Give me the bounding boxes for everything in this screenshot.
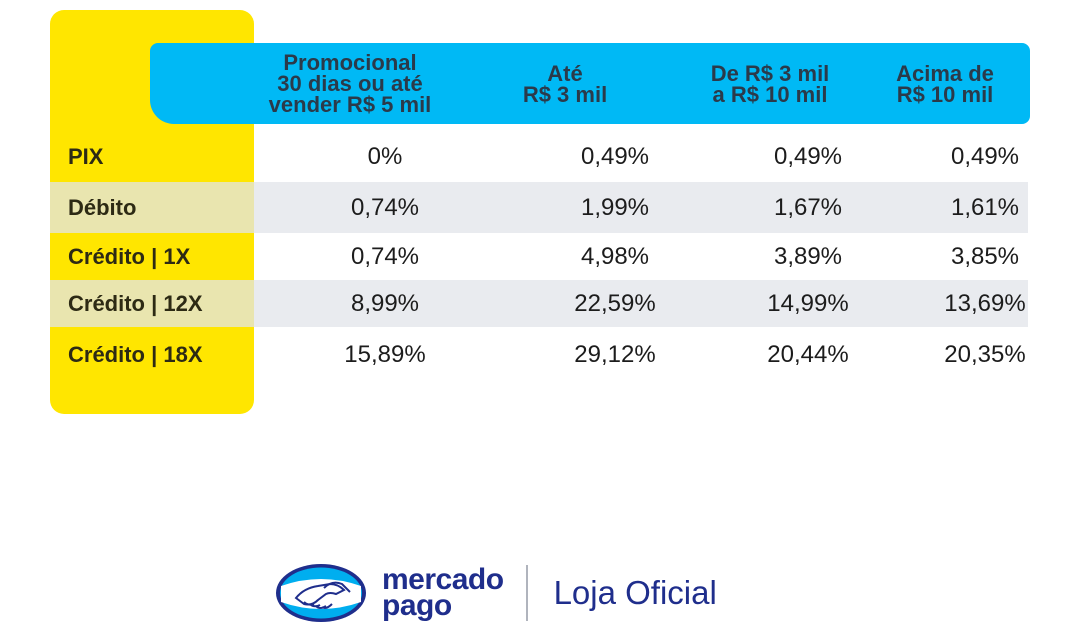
rate-value: 8,99%: [350, 289, 420, 317]
column-header-line: Acima de: [896, 60, 994, 86]
row-label: Crédito | 12X: [68, 290, 203, 316]
table-row-pix: PIX 0% 0,49% 0,49% 0,49%: [50, 132, 1028, 182]
table-row-debito: Débito 0,74% 1,99% 1,67% 1,61%: [50, 182, 1028, 233]
rate-value: 20,44%: [767, 341, 849, 368]
column-header-ate-3-mil: Até R$ 3 mil: [465, 43, 665, 124]
brand-line: pago: [382, 589, 452, 622]
brand-name: mercado pago: [382, 563, 504, 622]
rate-value: 0,74%: [350, 242, 420, 270]
rate-value: 1,99%: [580, 193, 650, 221]
rate-value: 1,67%: [773, 193, 843, 221]
column-header-line: R$ 10 mil: [896, 81, 994, 107]
rate-value: 20,35%: [944, 341, 1026, 368]
column-header-line: De R$ 3 mil: [710, 60, 830, 86]
rate-value: 0,49%: [773, 143, 843, 170]
rate-value: 0,74%: [350, 193, 420, 221]
rate-value: 0%: [367, 143, 403, 170]
mercado-pago-logo: mercado pago Loja Oficial: [274, 560, 717, 626]
row-label: Crédito | 1X: [68, 243, 191, 269]
column-header-line: a R$ 10 mil: [712, 81, 828, 107]
rate-value: 3,85%: [950, 242, 1020, 270]
rate-value: 29,12%: [574, 341, 656, 368]
rate-value: 1,61%: [950, 193, 1020, 221]
column-header-line: vender R$ 5 mil: [268, 92, 432, 117]
row-label: PIX: [68, 144, 104, 169]
column-header-bar: Promocional 30 dias ou até vender R$ 5 m…: [150, 43, 1030, 124]
rate-value: 22,59%: [574, 289, 656, 317]
brand-line: mercado: [382, 563, 504, 596]
rate-value: 0,49%: [580, 143, 650, 170]
rate-value: 0,49%: [950, 143, 1020, 170]
column-header-line: 30 dias ou até: [277, 71, 423, 96]
table-row-credito-18x: Crédito | 18X 15,89% 29,12% 20,44% 20,35…: [50, 330, 1028, 380]
rate-value: 13,69%: [944, 289, 1026, 317]
row-label: Débito: [68, 194, 137, 220]
column-header-line: R$ 3 mil: [522, 81, 608, 107]
store-label: Loja Oficial: [553, 574, 717, 611]
column-header-promocional: Promocional 30 dias ou até vender R$ 5 m…: [245, 43, 455, 124]
column-header-3-a-10-mil: De R$ 3 mil a R$ 10 mil: [670, 43, 870, 124]
column-header-line: Promocional: [283, 50, 417, 75]
table-row-credito-1x: Crédito | 1X 0,74% 4,98% 3,89% 3,85%: [50, 233, 1028, 280]
table-row-credito-12x: Crédito | 12X 8,99% 22,59% 14,99% 13,69%: [50, 280, 1028, 327]
rate-value: 15,89%: [344, 341, 426, 368]
handshake-icon: [276, 564, 366, 622]
row-label: Crédito | 18X: [68, 342, 203, 367]
rate-value: 4,98%: [580, 242, 650, 270]
column-header-line: Até: [547, 60, 583, 86]
column-header-acima-10-mil: Acima de R$ 10 mil: [845, 43, 1045, 124]
rate-value: 3,89%: [773, 242, 843, 270]
rate-value: 14,99%: [767, 289, 849, 317]
divider: [525, 565, 528, 621]
